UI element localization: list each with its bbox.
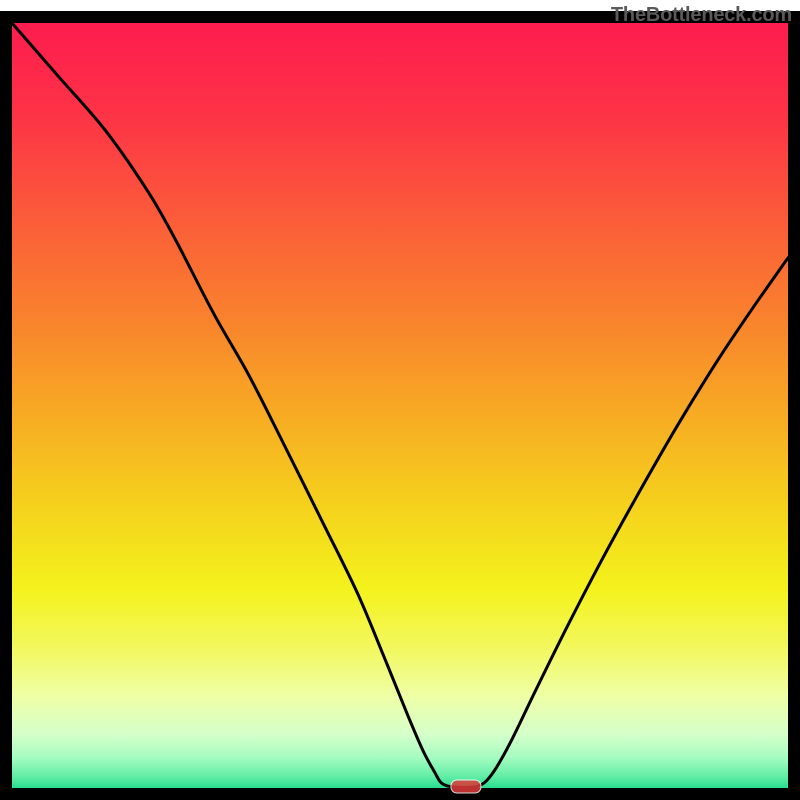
watermark-text: TheBottleneck.com <box>611 4 792 27</box>
gradient-background <box>12 23 788 788</box>
optimal-point-marker <box>451 780 481 793</box>
chart-container: TheBottleneck.com <box>0 0 800 800</box>
bottleneck-chart <box>0 0 800 800</box>
